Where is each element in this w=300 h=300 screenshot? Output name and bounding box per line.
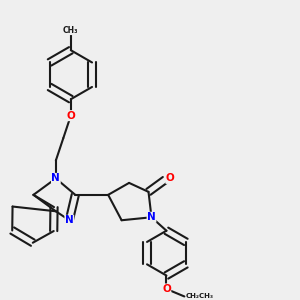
Text: N: N	[147, 212, 156, 222]
Text: CH₂CH₃: CH₂CH₃	[186, 293, 214, 299]
Text: O: O	[66, 111, 75, 121]
Text: O: O	[166, 173, 175, 183]
Text: N: N	[52, 173, 60, 183]
Text: CH₃: CH₃	[63, 26, 79, 35]
Text: O: O	[162, 284, 171, 294]
Text: N: N	[65, 215, 74, 225]
